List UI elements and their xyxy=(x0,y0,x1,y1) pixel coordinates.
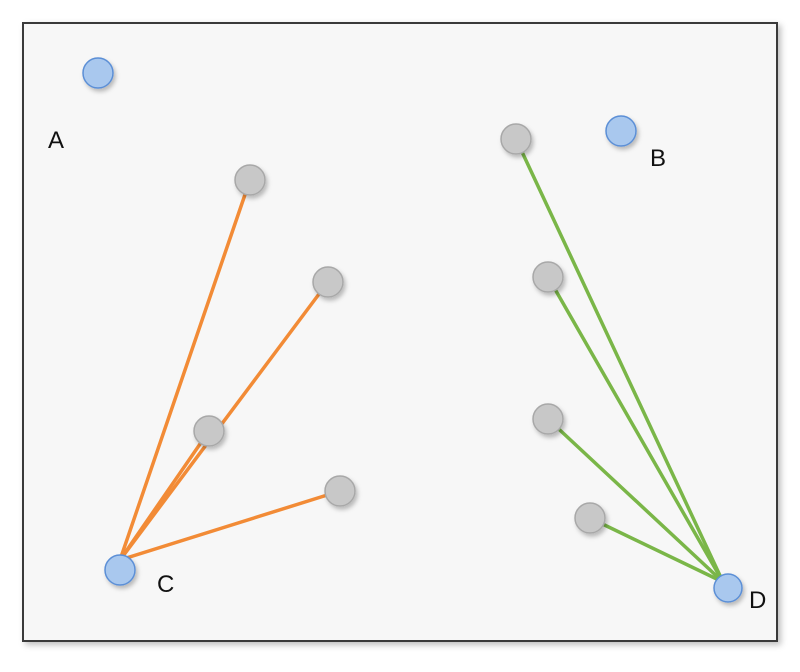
edge-group-c xyxy=(118,178,342,562)
neighbor-node xyxy=(532,403,564,435)
edge-d-n2 xyxy=(546,275,725,584)
neighbor-node xyxy=(500,123,532,155)
label-a: A xyxy=(48,127,64,154)
node-d xyxy=(713,573,743,603)
neighbor-node xyxy=(193,415,225,447)
diagram-frame xyxy=(22,22,778,642)
neighbor-node xyxy=(574,502,606,534)
neighbor-node xyxy=(234,164,266,196)
node-b xyxy=(605,115,637,147)
label-d: D xyxy=(749,587,766,614)
node-labels: A B C D xyxy=(48,127,766,614)
node-a xyxy=(82,57,114,89)
neighbor-nodes xyxy=(193,123,606,534)
edge-d-n1 xyxy=(514,137,725,584)
node-c xyxy=(104,554,136,586)
neighbor-node xyxy=(532,261,564,293)
edge-d-n4 xyxy=(588,516,725,584)
edge-c-n3 xyxy=(118,429,211,562)
edge-d-n3 xyxy=(546,417,725,584)
labeled-nodes xyxy=(82,57,743,603)
edge-c-n2 xyxy=(118,280,330,562)
neighbor-node xyxy=(324,475,356,507)
edge-group-d xyxy=(514,137,725,584)
edge-c-n1 xyxy=(118,178,252,562)
label-b: B xyxy=(650,145,666,172)
edge-c-n4 xyxy=(118,489,342,562)
label-c: C xyxy=(157,571,174,598)
neighbor-node xyxy=(312,266,344,298)
